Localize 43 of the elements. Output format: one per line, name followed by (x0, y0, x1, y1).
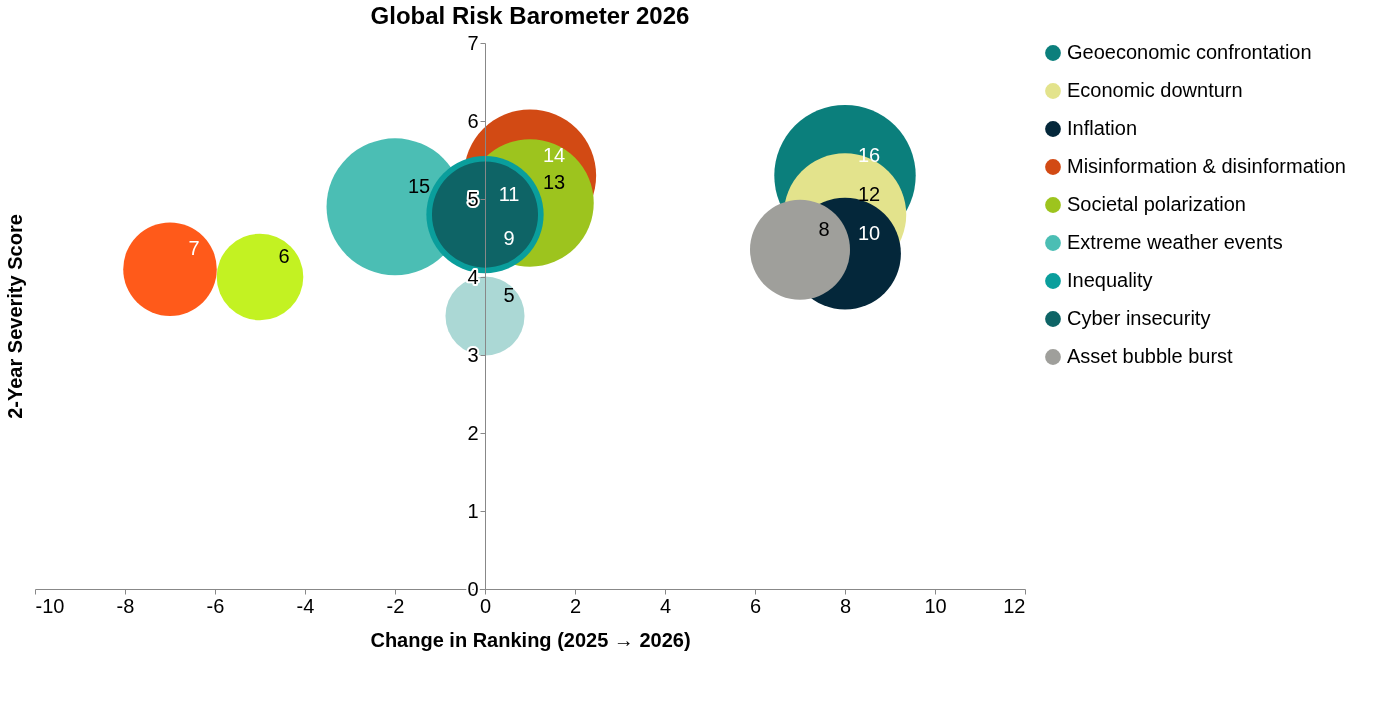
data-label: 13 (542, 170, 566, 193)
x-tick-label: -10 (35, 594, 65, 617)
data-label: 5 (503, 284, 515, 306)
x-tick-label: 4 (659, 594, 672, 617)
x-tick-label: 12 (1003, 594, 1026, 617)
data-label: 15 (407, 174, 431, 197)
x-tick-label: 6 (749, 594, 762, 617)
x-tick-label: 10 (924, 594, 947, 617)
legend-label: Misinformation & disinformation (1067, 155, 1346, 177)
y-tick-label: 0 (467, 577, 479, 600)
data-label: 9 (503, 226, 515, 249)
data-label: 10 (857, 221, 881, 244)
data-label: 7 (188, 237, 200, 260)
legend-label: Geoeconomic confrontation (1067, 41, 1312, 63)
legend-label: Asset bubble burst (1067, 345, 1234, 367)
y-tick-label: 3 (467, 343, 479, 366)
x-tick-label: 2 (569, 594, 582, 617)
data-label: 16 (857, 143, 881, 166)
x-tick-label: -8 (116, 594, 135, 617)
y-tick-label: 6 (467, 109, 479, 132)
x-tick-label: -2 (386, 594, 405, 617)
data-label: 11 (498, 182, 520, 205)
legend-label: Economic downturn (1067, 79, 1243, 101)
x-tick-label: -4 (296, 594, 315, 617)
legend-label: Inflation (1067, 117, 1138, 139)
data-label: 14 (542, 143, 566, 166)
y-tick-label: 7 (467, 31, 479, 54)
x-tick-label: -6 (206, 594, 225, 617)
legend-label: Extreme weather events (1067, 231, 1283, 253)
data-label: 8 (818, 217, 830, 240)
y-axis-title: 2-Year Severity Score (3, 214, 26, 419)
chart-title: Global Risk Barometer 2026 (370, 2, 690, 29)
legend-label: Societal polarization (1067, 193, 1246, 215)
data-label: 6 (278, 245, 290, 267)
y-tick-label: 4 (467, 265, 479, 288)
legend-label: Cyber insecurity (1067, 307, 1211, 329)
y-tick-label: 2 (467, 421, 479, 444)
y-tick-label: 5 (467, 187, 479, 210)
data-label: 12 (857, 182, 881, 205)
x-axis-title: Change in Ranking (2025 → 2026) (370, 628, 691, 651)
y-tick-label: 1 (467, 499, 479, 522)
x-tick-label: 8 (839, 594, 852, 617)
legend-label: Inequality (1067, 269, 1153, 291)
